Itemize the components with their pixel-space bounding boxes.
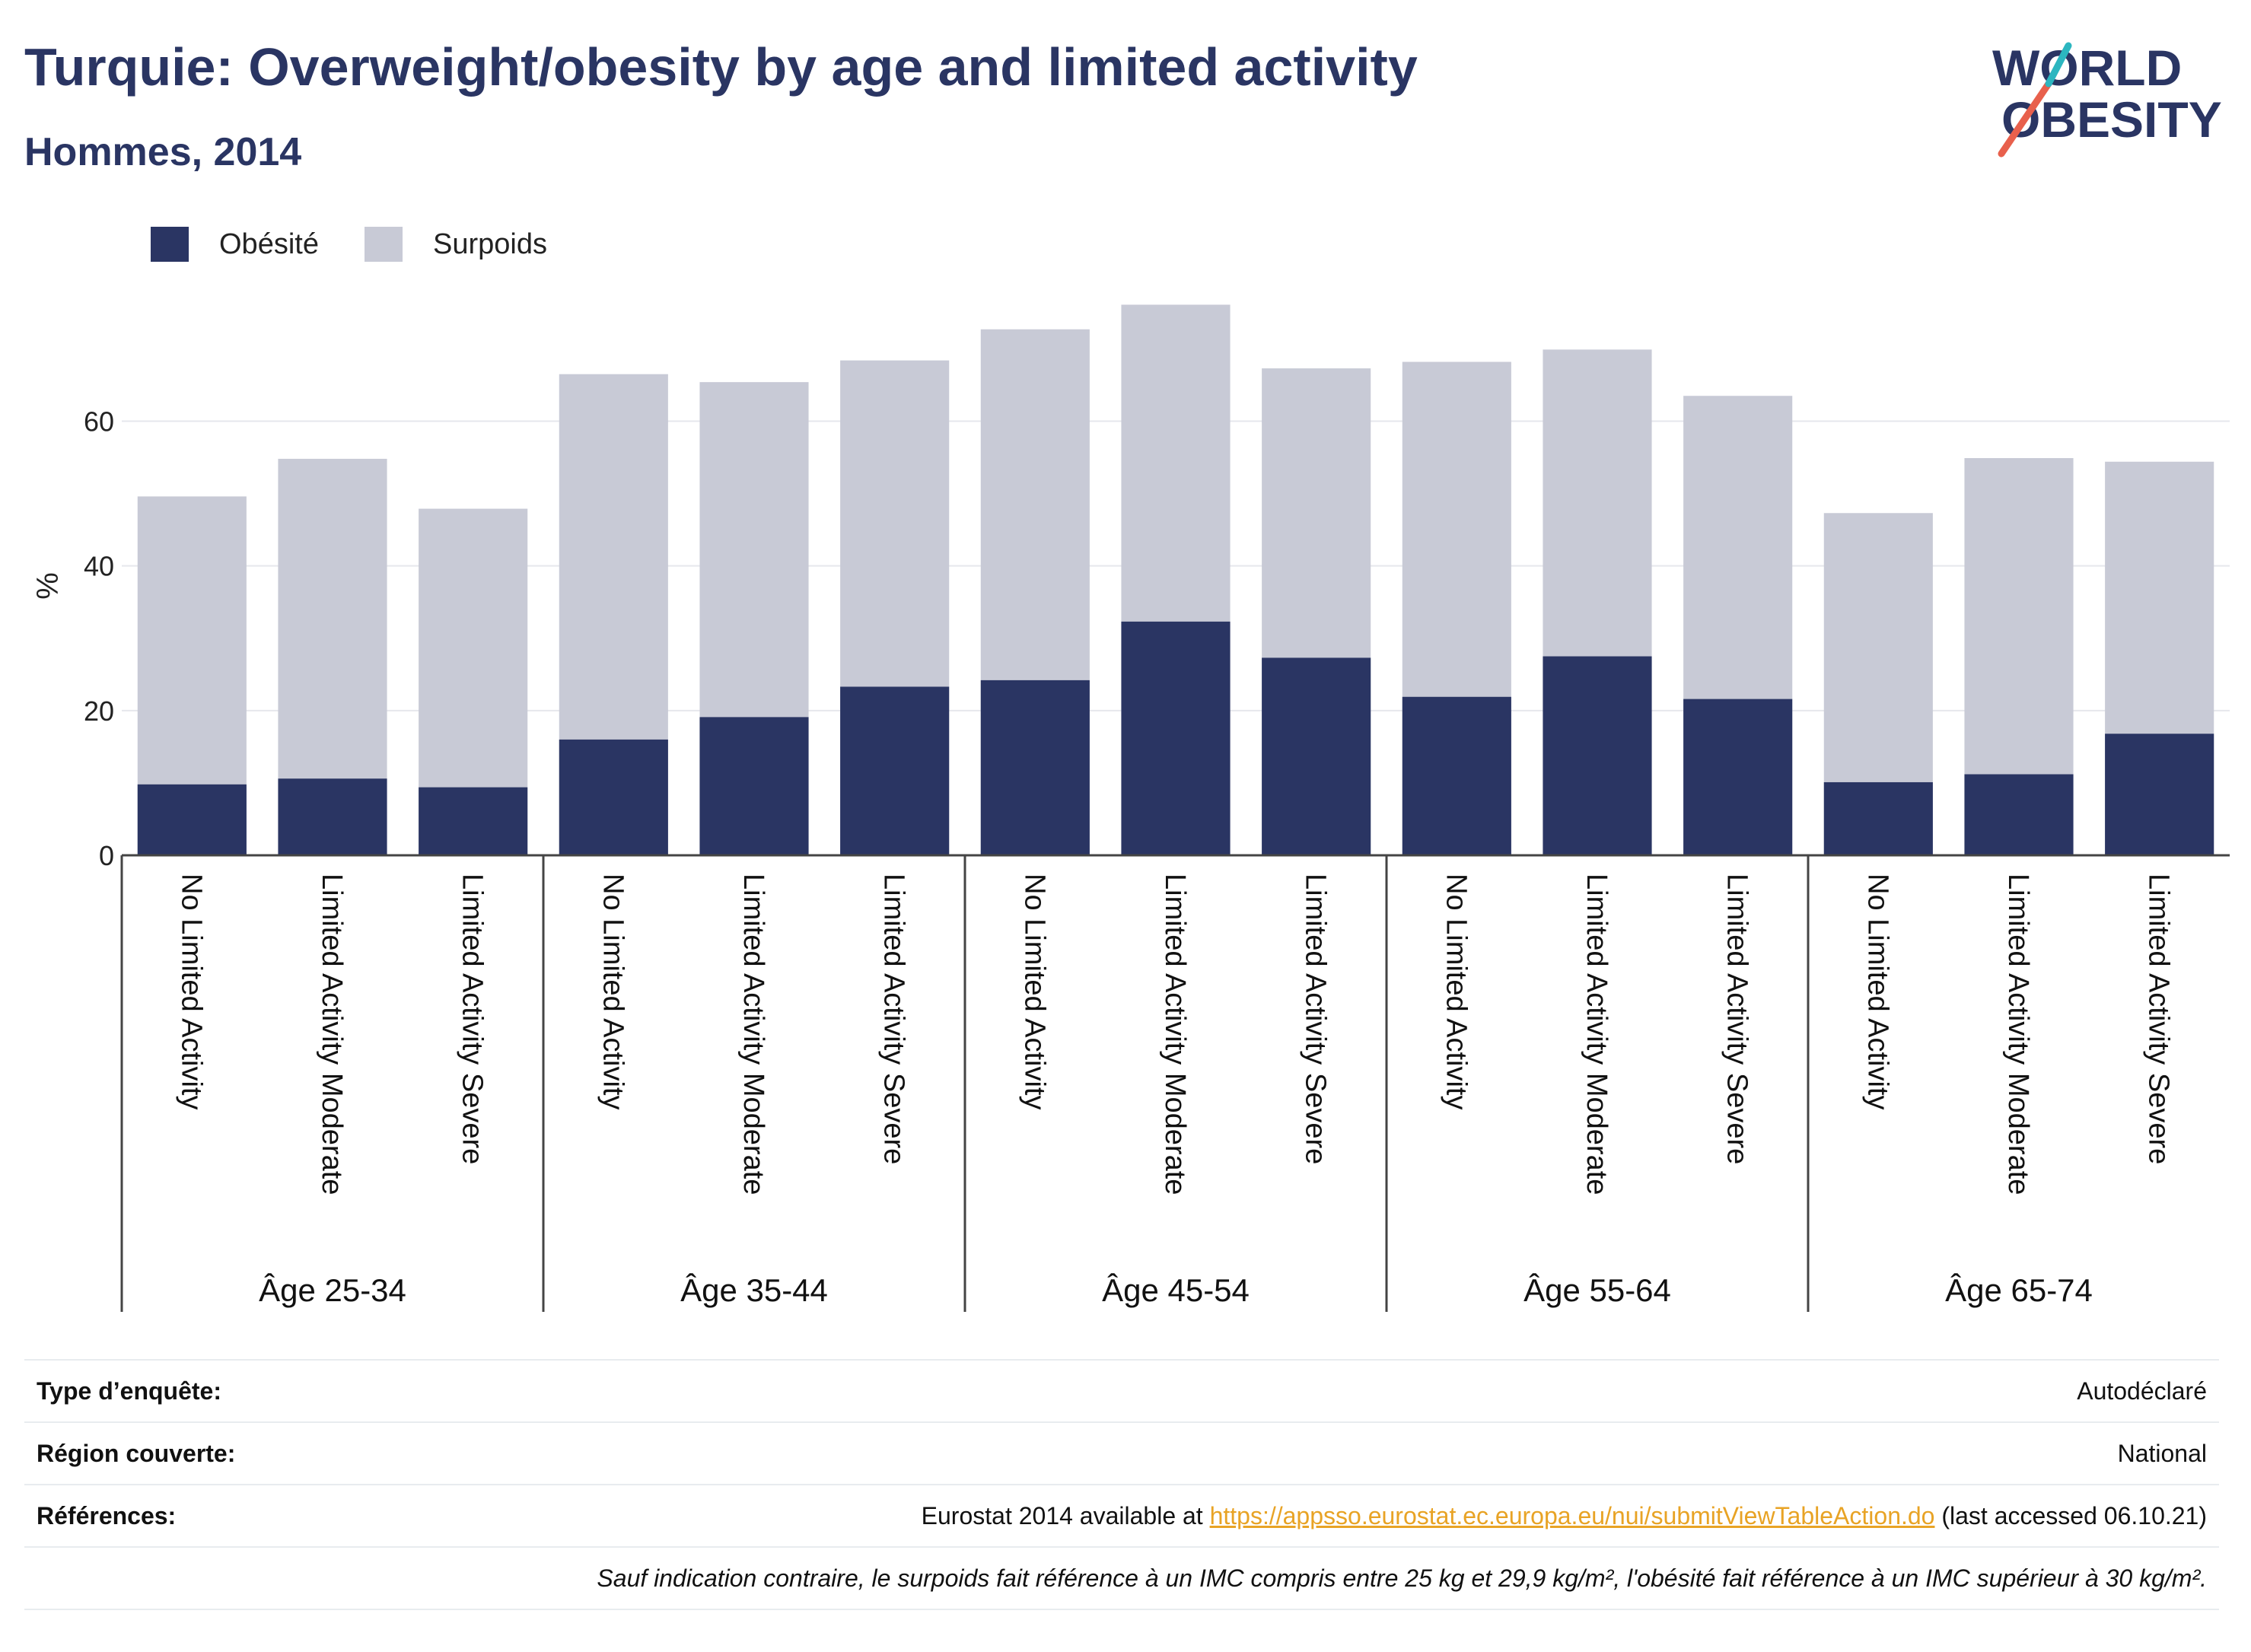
references-suffix: (last accessed 06.10.21): [1934, 1501, 2207, 1529]
bar-obesity[interactable]: [1543, 656, 1652, 855]
info-row-region: Région couverte: National: [24, 1422, 2219, 1485]
info-row-survey-type: Type d’enquête: Autodéclaré: [24, 1360, 2219, 1422]
group-label: Âge 65-74: [1945, 1272, 2093, 1308]
y-tick-label: 20: [84, 695, 114, 727]
legend-item-overweight[interactable]: Surpoids: [364, 227, 547, 262]
info-label-region: Région couverte:: [37, 1439, 236, 1467]
group-label: Âge 25-34: [259, 1272, 406, 1308]
bar-chart: 0 20 40 60% No Limited Activity Limited Activ…: [31, 304, 2230, 1312]
info-label-survey-type: Type d’enquête:: [37, 1377, 221, 1405]
info-row-note: Sauf indication contraire, le surpoids f…: [24, 1547, 2219, 1609]
bar-obesity[interactable]: [1121, 621, 1231, 855]
info-label-references: Références:: [37, 1501, 177, 1529]
x-tick-label: No Limited Activity: [175, 874, 207, 1109]
info-value-survey-type: Autodéclaré: [2077, 1377, 2207, 1405]
x-tick-label: Limited Activity Severe: [457, 874, 489, 1164]
y-tick-label: 0: [99, 840, 114, 871]
bar-obesity[interactable]: [1683, 699, 1793, 855]
bar-obesity[interactable]: [1262, 657, 1371, 855]
world-obesity-logo: WORLD OBESITY: [1992, 40, 2222, 158]
bar-obesity[interactable]: [840, 686, 950, 855]
bar-obesity[interactable]: [699, 717, 809, 855]
legend-label-obesity: Obésité: [219, 228, 319, 260]
bar-obesity[interactable]: [137, 784, 247, 855]
x-tick-label: No Limited Activity: [1440, 874, 1472, 1109]
x-tick-label: Limited Activity Severe: [2143, 874, 2175, 1164]
references-prefix: Eurostat 2014 available at: [921, 1501, 1210, 1529]
chart-legend: Obésité Surpoids: [151, 227, 593, 262]
x-tick-label: Limited Activity Severe: [878, 874, 910, 1164]
x-tick-label: Limited Activity Moderate: [316, 874, 348, 1195]
legend-item-obesity[interactable]: Obésité: [151, 227, 319, 262]
x-tick-label: No Limited Activity: [1861, 874, 1893, 1109]
x-tick-label: No Limited Activity: [1018, 874, 1050, 1109]
x-tick-label: Limited Activity Moderate: [1581, 874, 1613, 1195]
legend-swatch-obesity: [151, 227, 189, 262]
y-axis-label: %: [31, 572, 65, 600]
chart-title: Turquie: Overweight/obesity by age and l…: [24, 37, 1418, 97]
bar-obesity[interactable]: [1402, 696, 1511, 855]
bar-obesity[interactable]: [1964, 774, 2074, 855]
logo-slash-teal: [2045, 42, 2072, 88]
legend-label-overweight: Surpoids: [432, 228, 547, 260]
bar-obesity[interactable]: [980, 680, 1090, 855]
group-label: Âge 45-54: [1102, 1272, 1250, 1308]
x-tick-label: Limited Activity Severe: [1300, 874, 1332, 1164]
logo-slash-red: [1998, 80, 2052, 158]
bar-obesity[interactable]: [419, 787, 528, 855]
legend-swatch-overweight: [364, 227, 403, 262]
bar-obesity[interactable]: [559, 739, 668, 855]
x-tick-label: Limited Activity Moderate: [737, 874, 769, 1195]
y-tick-label: 40: [84, 551, 114, 582]
info-row-references: Références: Eurostat 2014 available at h…: [24, 1485, 2219, 1547]
x-tick-label: Limited Activity Moderate: [1159, 874, 1191, 1195]
y-tick-label: 60: [84, 406, 114, 438]
bmi-definition-note: Sauf indication contraire, le surpoids f…: [597, 1564, 2207, 1592]
chart-subtitle: Hommes, 2014: [24, 130, 302, 174]
bar-obesity[interactable]: [1823, 781, 1933, 855]
x-tick-label: No Limited Activity: [597, 874, 629, 1109]
references-link[interactable]: https://appsso.eurostat.ec.europa.eu/nui…: [1209, 1501, 1935, 1529]
x-tick-label: Limited Activity Severe: [1721, 874, 1753, 1164]
info-value-references: Eurostat 2014 available at https://appss…: [344, 1485, 2219, 1547]
logo-word-world: WORLD: [1992, 40, 2182, 96]
group-label: Âge 35-44: [680, 1272, 828, 1308]
info-table: Type d’enquête: Autodéclaré Région couve…: [24, 1359, 2219, 1610]
bar-obesity[interactable]: [2105, 734, 2214, 855]
info-value-region: National: [2117, 1439, 2207, 1467]
x-tick-label: Limited Activity Moderate: [2002, 874, 2034, 1195]
bar-obesity[interactable]: [278, 778, 387, 855]
group-label: Âge 55-64: [1523, 1272, 1671, 1308]
